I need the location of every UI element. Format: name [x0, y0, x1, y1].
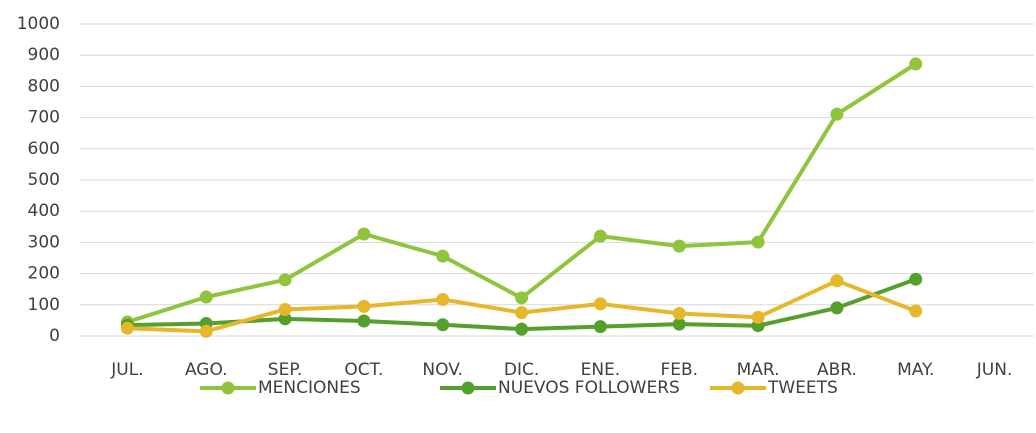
x-tick-label: MAY. — [897, 360, 934, 380]
point — [593, 297, 607, 311]
x-tick-label: JUL. — [110, 360, 143, 380]
y-tick-label: 1000 — [17, 14, 60, 34]
point — [909, 272, 923, 286]
point — [357, 314, 371, 328]
x-tick-label: FEB. — [660, 360, 698, 380]
point — [515, 291, 529, 305]
y-tick-label: 100 — [28, 295, 60, 315]
point — [672, 239, 686, 253]
point — [593, 320, 607, 334]
point — [278, 302, 292, 316]
point — [199, 290, 213, 304]
x-tick-label: DIC. — [504, 360, 539, 380]
legend-label: NUEVOS FOLLOWERS — [498, 378, 680, 398]
y-tick-label: 500 — [28, 170, 60, 190]
y-tick-label: 200 — [28, 264, 60, 284]
y-tick-label: 700 — [28, 108, 60, 128]
x-tick-label: OCT. — [344, 360, 383, 380]
point — [278, 312, 292, 326]
point — [357, 299, 371, 313]
point — [278, 273, 292, 287]
x-tick-label: NOV. — [422, 360, 463, 380]
y-tick-label: 800 — [28, 76, 60, 96]
point — [751, 235, 765, 249]
legend-label: MENCIONES — [258, 378, 361, 398]
point — [830, 301, 844, 315]
point — [515, 306, 529, 320]
point — [909, 57, 923, 71]
legend-marker — [461, 381, 475, 395]
point — [120, 321, 134, 335]
x-tick-label: MAR. — [737, 360, 780, 380]
point — [909, 304, 923, 318]
x-tick-label: AGO. — [185, 360, 228, 380]
point — [436, 292, 450, 306]
legend-marker — [731, 381, 745, 395]
point — [199, 324, 213, 338]
point — [751, 310, 765, 324]
point — [830, 274, 844, 288]
y-tick-label: 600 — [28, 139, 60, 159]
y-tick-label: 900 — [28, 45, 60, 65]
point — [830, 107, 844, 121]
point — [593, 229, 607, 243]
point — [672, 307, 686, 321]
x-tick-label: ENE. — [581, 360, 621, 380]
legend-marker — [221, 381, 235, 395]
legend-label: TWEETS — [767, 378, 838, 398]
y-tick-label: 400 — [28, 201, 60, 221]
point — [357, 227, 371, 241]
x-tick-label: JUN. — [976, 360, 1013, 380]
series-line — [126, 62, 917, 324]
y-tick-label: 300 — [28, 232, 60, 252]
point — [436, 249, 450, 263]
point — [672, 317, 686, 331]
x-tick-label: ABR. — [817, 360, 857, 380]
y-tick-label: 0 — [49, 326, 60, 346]
point — [436, 318, 450, 332]
x-tick-label: SEP. — [268, 360, 303, 380]
point — [515, 322, 529, 336]
